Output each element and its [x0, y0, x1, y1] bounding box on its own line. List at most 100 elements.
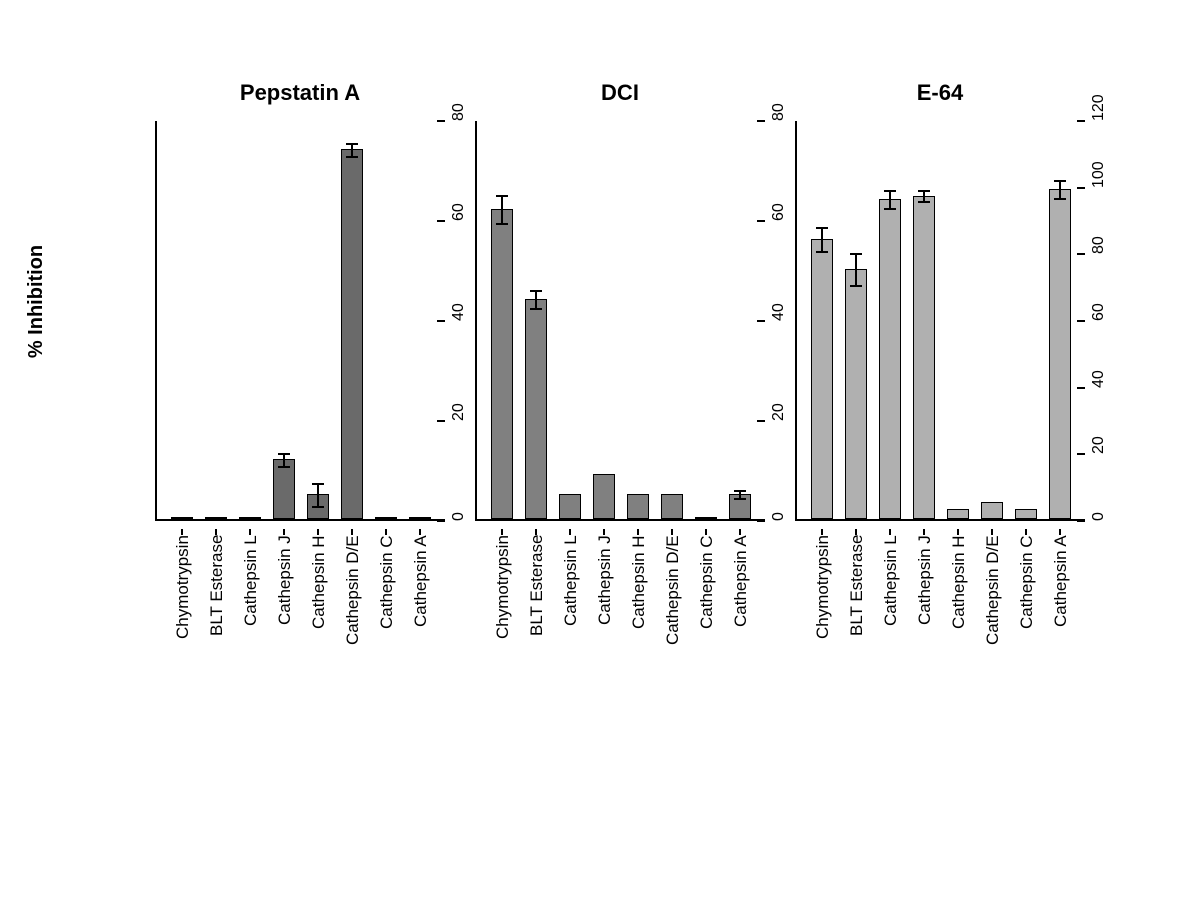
x-tick-mark	[351, 529, 353, 535]
x-tick-mark	[637, 529, 639, 535]
error-cap-top-icon	[816, 227, 828, 229]
x-tick-mark	[249, 529, 251, 535]
bar	[239, 517, 261, 520]
bar	[811, 239, 833, 519]
x-tick-mark	[957, 529, 959, 535]
x-tick-mark	[671, 529, 673, 535]
bar-group	[839, 269, 873, 519]
x-label-text: Chymotrypsin	[173, 535, 193, 639]
bar-group	[165, 517, 199, 520]
bar	[729, 494, 751, 519]
error-cap-bot-icon	[312, 506, 324, 508]
error-bar	[821, 227, 823, 254]
plot-area: 020406080100120ChymotrypsinBLT EsteraseC…	[795, 121, 1085, 521]
y-tick-label: 0	[770, 512, 788, 521]
error-cap-bot-icon	[734, 498, 746, 500]
y-tick-label: 40	[1090, 370, 1108, 388]
x-label-text: Cathepsin D/E	[343, 535, 363, 645]
bar-group	[199, 517, 233, 520]
y-tick-label: 0	[450, 512, 468, 521]
error-cap-top-icon	[530, 290, 542, 292]
bar	[947, 509, 969, 519]
panel-2: E-64 020406080100120ChymotrypsinBLT Ester…	[795, 80, 1085, 521]
x-tick-mark	[283, 529, 285, 535]
bar-group	[873, 199, 907, 519]
bar-group	[655, 494, 689, 519]
x-label-text: Cathepsin A	[731, 535, 751, 627]
bar	[559, 494, 581, 519]
x-label-text: Cathepsin A	[1051, 535, 1071, 627]
bar-group	[233, 517, 267, 520]
bar	[981, 502, 1003, 519]
y-axis-label: % Inhibition	[25, 245, 48, 358]
x-label-text: BLT Esterase	[527, 535, 547, 636]
bars	[157, 121, 445, 519]
bar	[593, 474, 615, 519]
x-tick-mark	[991, 529, 993, 535]
x-label-text: Cathepsin L	[561, 535, 581, 626]
bar-group	[941, 509, 975, 519]
y-ticks: 020406080100120	[1085, 121, 1135, 519]
x-label-text: Cathepsin H	[309, 535, 329, 629]
y-tick-label: 80	[770, 103, 788, 121]
error-cap-top-icon	[496, 195, 508, 197]
bar-group	[553, 494, 587, 519]
bar	[525, 299, 547, 519]
error-bar	[1059, 180, 1061, 200]
bar-group	[587, 474, 621, 519]
y-tick-label: 20	[770, 403, 788, 421]
error-bar	[501, 195, 503, 225]
bar-group	[689, 517, 723, 519]
x-label-text: Cathepsin A	[411, 535, 431, 627]
y-tick-label: 80	[1090, 237, 1108, 255]
bar	[1015, 509, 1037, 519]
x-label-text: Cathepsin L	[881, 535, 901, 626]
bar	[273, 459, 295, 519]
error-bar	[317, 483, 319, 508]
x-label-text: Cathepsin C	[697, 535, 717, 629]
error-bar	[889, 190, 891, 210]
bar-group	[335, 149, 369, 519]
x-label-text: BLT Esterase	[207, 535, 227, 636]
error-cap-bot-icon	[850, 285, 862, 287]
error-cap-top-icon	[312, 483, 324, 485]
panel-title: E-64	[795, 80, 1085, 106]
x-label-text: Cathepsin L	[241, 535, 261, 626]
y-tick-mark	[1077, 520, 1085, 522]
bar-group	[267, 459, 301, 519]
error-cap-top-icon	[918, 190, 930, 192]
x-tick-mark	[1025, 529, 1027, 535]
bar-group	[1009, 509, 1043, 519]
y-tick-label: 60	[450, 203, 468, 221]
y-tick-label: 40	[770, 303, 788, 321]
y-tick-label: 100	[1090, 161, 1108, 188]
bar	[205, 517, 227, 520]
error-cap-bot-icon	[278, 466, 290, 468]
y-tick-mark	[437, 520, 445, 522]
error-bar	[535, 290, 537, 310]
x-label-text: Cathepsin H	[629, 535, 649, 629]
panel-1: DCI 020406080ChymotrypsinBLT EsteraseCath…	[475, 80, 765, 521]
x-label-text: Cathepsin J	[915, 535, 935, 625]
error-cap-top-icon	[850, 253, 862, 255]
bar-group	[301, 494, 335, 519]
bar-group	[805, 239, 839, 519]
bar	[627, 494, 649, 519]
x-tick-mark	[923, 529, 925, 535]
bar	[341, 149, 363, 519]
error-bar	[855, 253, 857, 286]
bar	[879, 199, 901, 519]
x-tick-mark	[385, 529, 387, 535]
y-tick-label: 20	[1090, 437, 1108, 455]
bar-group	[403, 517, 437, 520]
error-cap-bot-icon	[346, 156, 358, 158]
chart-container: % Inhibition Pepstatin A020406080Chymotr…	[0, 0, 1200, 521]
x-tick-mark	[889, 529, 891, 535]
bar	[913, 196, 935, 519]
panel-title: DCI	[475, 80, 765, 106]
bars	[477, 121, 765, 519]
plot-area: 020406080ChymotrypsinBLT EsteraseCatheps…	[475, 121, 765, 521]
error-cap-top-icon	[884, 190, 896, 192]
y-tick-mark	[757, 520, 765, 522]
y-tick-label: 40	[450, 303, 468, 321]
